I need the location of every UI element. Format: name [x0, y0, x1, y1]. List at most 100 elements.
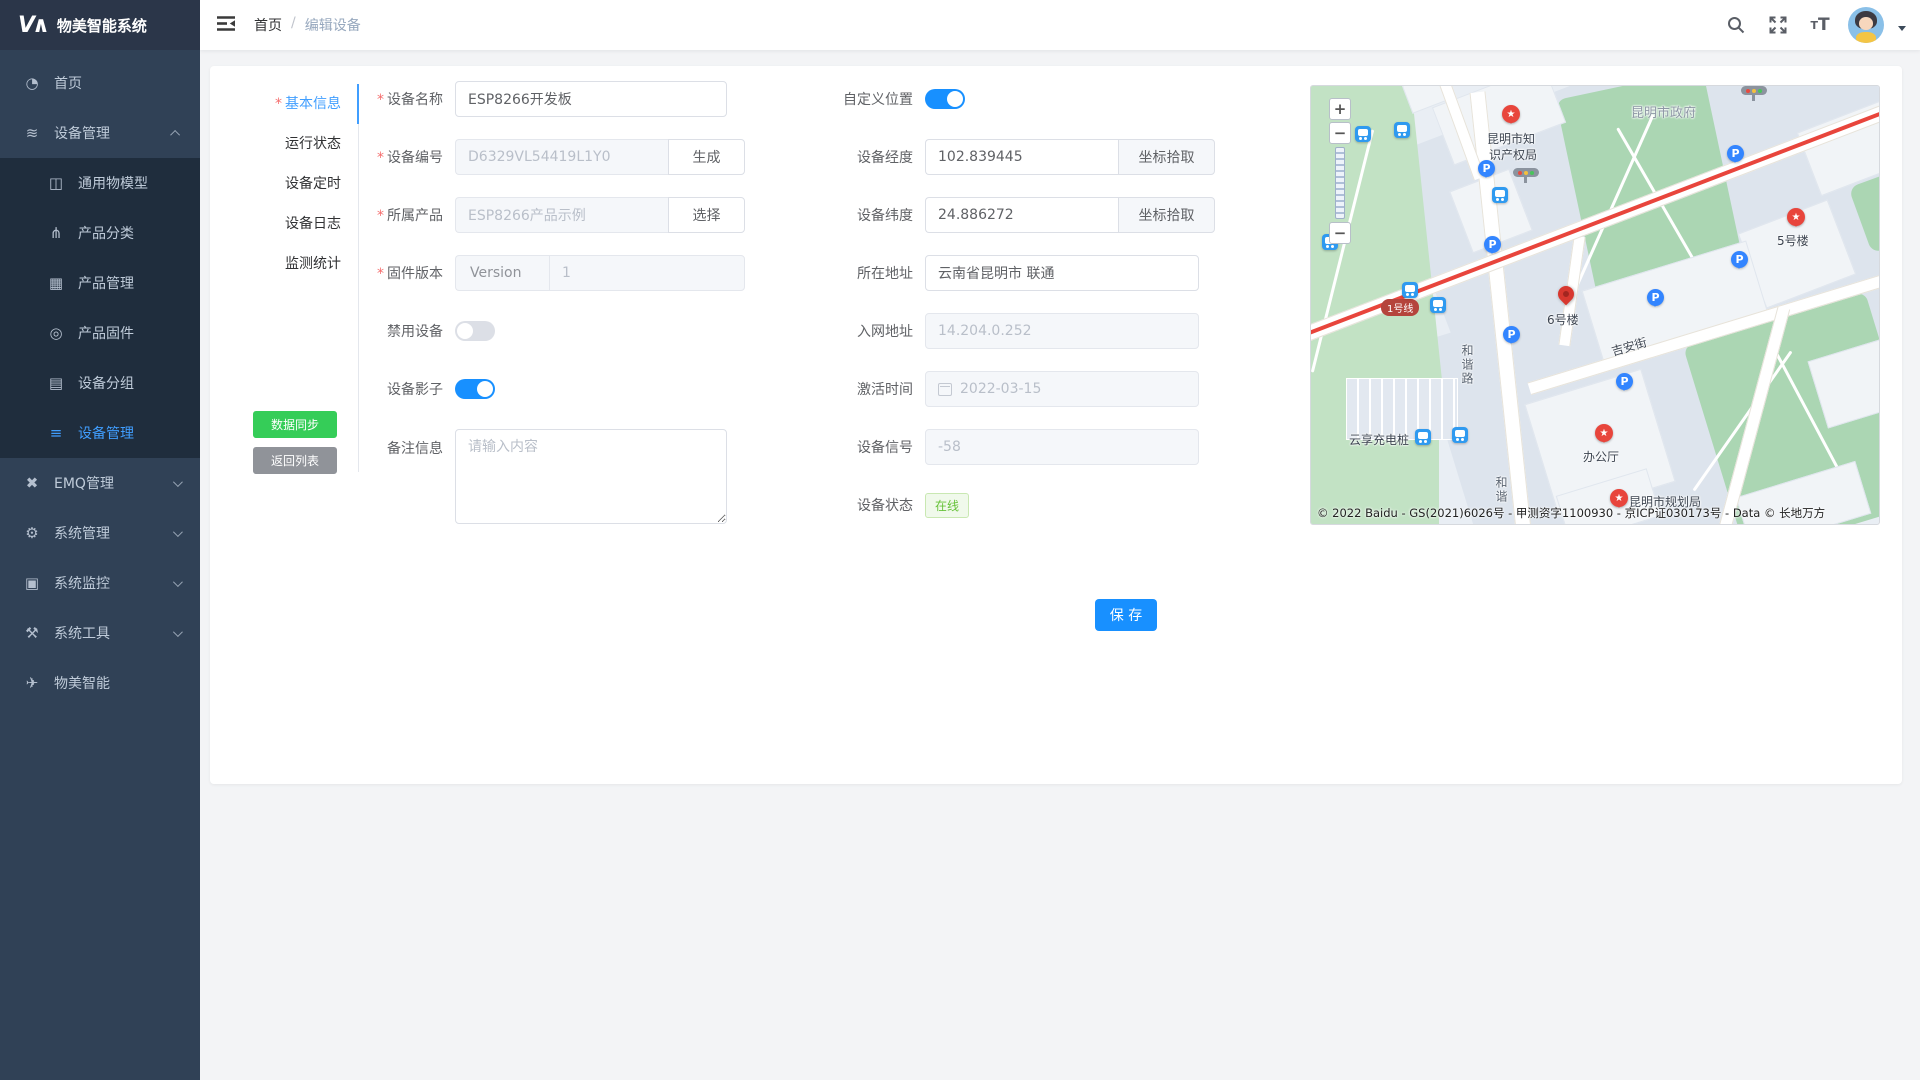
sidebar-item-product-category[interactable]: ⋔ 产品分类: [0, 208, 200, 258]
ip-row: 入网地址: [815, 313, 1215, 349]
rssi-input: [925, 429, 1199, 465]
map-zoom-in-button[interactable]: +: [1329, 98, 1351, 120]
firmware-version-input: [549, 255, 745, 291]
sidebar-item-home[interactable]: ◔ 首页: [0, 58, 200, 108]
save-button[interactable]: 保 存: [1095, 599, 1157, 631]
custom-location-toggle[interactable]: [925, 89, 965, 109]
bus-stop-icon[interactable]: [1492, 187, 1508, 203]
chevron-down-icon: [172, 576, 183, 587]
sidebar-item-system-tools[interactable]: ⚒ 系统工具: [0, 608, 200, 658]
device-name-row: * 设备名称: [345, 81, 745, 117]
bus-stop-icon[interactable]: [1430, 297, 1446, 313]
map-zoom-slider[interactable]: [1335, 147, 1345, 219]
tab-monitor-stats[interactable]: 监测统计: [285, 256, 341, 272]
parking-icon[interactable]: P: [1484, 236, 1501, 254]
address-input[interactable]: [925, 255, 1199, 291]
pick-latitude-button[interactable]: 坐标拾取: [1118, 197, 1215, 233]
pick-longitude-button[interactable]: 坐标拾取: [1118, 139, 1215, 175]
select-product-button[interactable]: 选择: [668, 197, 745, 233]
fullscreen-icon[interactable]: [1764, 11, 1792, 39]
chevron-down-icon: [172, 526, 183, 537]
charging-station-icon[interactable]: [1402, 282, 1418, 298]
sidebar-item-device-mgmt[interactable]: ≋ 设备管理: [0, 108, 200, 158]
device-shadow-toggle[interactable]: [455, 379, 495, 399]
disc-icon: ◎: [49, 324, 63, 342]
tab-basic-info[interactable]: * 基本信息: [275, 96, 341, 112]
avatar-shirt: [1856, 32, 1876, 43]
chevron-down-icon: [172, 626, 183, 637]
map-zoom-out-small-button[interactable]: −: [1329, 122, 1351, 144]
logo-icon: V∧: [18, 12, 50, 38]
form-left-column: *设备名称 *设备编号 生成 *所属产品 选择 *固件版本: [345, 81, 745, 546]
bus-stop-icon[interactable]: [1394, 122, 1410, 138]
custom-location-row: 自定义位置: [815, 81, 1215, 117]
sidebar-item-emq[interactable]: ✖ EMQ管理: [0, 458, 200, 508]
search-icon[interactable]: [1722, 11, 1750, 39]
baidu-map[interactable]: 1号线 P P P P P P P ★ ★ ★ ★ 昆明市政: [1310, 85, 1880, 525]
map-label-hexie-road: 和谐路: [1460, 344, 1474, 386]
generate-button[interactable]: 生成: [668, 139, 745, 175]
map-label-ipo2: 识产权局: [1489, 148, 1538, 162]
disable-device-row: 禁用设备: [345, 313, 745, 349]
parking-icon[interactable]: P: [1727, 145, 1744, 163]
sidebar-toggle-icon[interactable]: [216, 15, 236, 36]
sidebar-item-device-group[interactable]: ▤ 设备分组: [0, 358, 200, 408]
map-label-gov: 昆明市政府: [1631, 106, 1697, 121]
avatar[interactable]: [1848, 7, 1884, 43]
parking-icon[interactable]: P: [1647, 289, 1664, 307]
longitude-input[interactable]: [925, 139, 1118, 175]
metro-station-icon[interactable]: [1415, 429, 1431, 445]
disable-device-toggle[interactable]: [455, 321, 495, 341]
sidebar: V∧ 物美智能系统 ◔ 首页 ≋ 设备管理 ◫ 通用物模型 ⋔ 产品分类 ▦ 产…: [0, 0, 200, 1080]
device-name-input[interactable]: [455, 81, 727, 117]
paper-plane-icon: ✈: [25, 674, 39, 692]
parking-icon[interactable]: P: [1731, 251, 1748, 269]
layers-icon: ▤: [48, 374, 64, 392]
sidebar-item-wumei[interactable]: ✈ 物美智能: [0, 658, 200, 708]
latitude-input[interactable]: [925, 197, 1118, 233]
map-zoom-out-button[interactable]: −: [1329, 222, 1351, 244]
cube-icon: ◫: [48, 174, 64, 192]
active-time-input: 2022-03-15: [925, 371, 1199, 407]
data-sync-button[interactable]: 数据同步: [253, 411, 337, 438]
device-tabs: * 基本信息 运行状态 设备定时 设备日志 监测统计: [265, 84, 357, 284]
user-menu-caret-icon[interactable]: [1898, 25, 1906, 35]
tab-device-timer[interactable]: 设备定时: [285, 176, 341, 192]
chevron-down-icon: [172, 476, 183, 487]
breadcrumb-home[interactable]: 首页: [254, 18, 282, 34]
map-label-office: 办公厅: [1583, 450, 1620, 464]
sidebar-item-product-mgmt[interactable]: ▦ 产品管理: [0, 258, 200, 308]
charging-station-icon[interactable]: [1452, 427, 1468, 443]
map-label-hexie-road2: 和谐: [1494, 476, 1508, 504]
sidebar-item-product-firmware[interactable]: ◎ 产品固件: [0, 308, 200, 358]
remark-row: 备注信息: [345, 429, 745, 524]
poi-office-icon[interactable]: ★: [1595, 424, 1613, 443]
parking-icon[interactable]: P: [1478, 160, 1495, 178]
parking-icon[interactable]: P: [1503, 326, 1520, 344]
back-to-list-button[interactable]: 返回列表: [253, 447, 337, 474]
dashboard-icon: ◔: [25, 74, 39, 92]
remark-textarea[interactable]: [455, 429, 727, 524]
sidebar-menu: ◔ 首页 ≋ 设备管理 ◫ 通用物模型 ⋔ 产品分类 ▦ 产品管理 ◎ 产品固件: [0, 50, 200, 708]
sidebar-item-system-monitor[interactable]: ▣ 系统监控: [0, 558, 200, 608]
parking-icon[interactable]: P: [1616, 373, 1633, 391]
longitude-row: 设备经度 坐标拾取: [815, 139, 1215, 175]
device-group-icon: ≋: [25, 124, 39, 142]
map-label-ipo: 昆明市知: [1487, 132, 1536, 146]
tab-run-status[interactable]: 运行状态: [285, 136, 341, 152]
tab-device-log[interactable]: 设备日志: [285, 216, 341, 232]
poi-planning-icon[interactable]: ★: [1610, 489, 1628, 508]
poi-ipo-icon[interactable]: ★: [1502, 105, 1520, 124]
edit-device-card: * 基本信息 运行状态 设备定时 设备日志 监测统计 数据同步 返回列表 * 设备名…: [210, 66, 1902, 784]
charging-station-icon[interactable]: [1355, 126, 1371, 142]
sidebar-item-system-mgmt[interactable]: ⚙ 系统管理: [0, 508, 200, 558]
traffic-light-icon: [1513, 168, 1539, 183]
sidebar-item-device-list[interactable]: ≡ 设备管理: [0, 408, 200, 458]
poi-bldg5-icon[interactable]: ★: [1787, 208, 1805, 227]
latitude-row: 设备纬度 坐标拾取: [815, 197, 1215, 233]
sidebar-item-thing-model[interactable]: ◫ 通用物模型: [0, 158, 200, 208]
map-zoom-control: + − −: [1329, 98, 1353, 246]
firmware-row: * 固件版本 Version: [345, 255, 745, 291]
